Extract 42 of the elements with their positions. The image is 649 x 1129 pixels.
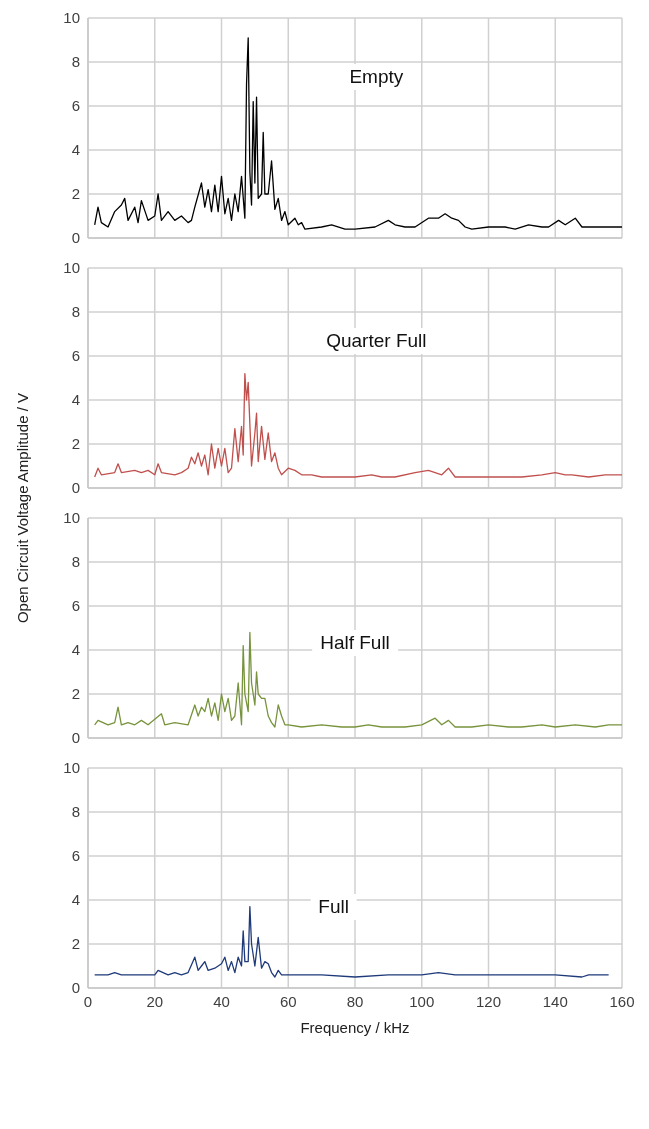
y-tick-label: 2 <box>71 935 80 953</box>
y-tick-label: 10 <box>63 259 80 277</box>
y-tick-label: 10 <box>63 509 80 527</box>
line-series <box>94 37 622 230</box>
y-tick-label: 6 <box>71 347 80 365</box>
y-tick-label: 4 <box>71 891 80 909</box>
y-tick-label: 2 <box>71 435 80 453</box>
x-tick-label: 80 <box>346 992 364 1010</box>
y-tick-label: 6 <box>71 597 80 615</box>
y-tick-label: 10 <box>63 9 80 27</box>
x-tick-label: 120 <box>475 992 502 1010</box>
y-tick-label: 0 <box>71 979 80 997</box>
y-tick-label: 2 <box>71 185 80 203</box>
y-tick-label: 10 <box>63 759 80 777</box>
y-tick-label: 6 <box>71 847 80 865</box>
annotation: Empty <box>341 64 412 91</box>
x-tick-label: 60 <box>279 992 297 1010</box>
x-tick-label: 100 <box>409 992 435 1010</box>
y-tick-label: 8 <box>71 553 80 571</box>
y-tick-label: 0 <box>71 729 80 747</box>
x-axis-title: Frequency / kHz <box>300 1018 410 1036</box>
line-series <box>94 631 622 728</box>
annotation: Half Full <box>312 630 398 657</box>
y-tick-label: 8 <box>71 303 80 321</box>
y-tick-label: 4 <box>71 141 80 159</box>
annotation: Quarter Full <box>318 327 435 354</box>
annotation: Full <box>310 893 357 920</box>
x-tick-label: 40 <box>213 992 230 1010</box>
y-tick-label: 8 <box>71 53 80 71</box>
x-tick-label: 160 <box>609 992 635 1010</box>
y-tick-label: 8 <box>71 803 80 821</box>
line-series <box>94 372 622 478</box>
y-tick-label: 4 <box>71 641 80 659</box>
y-tick-label: 0 <box>71 229 80 247</box>
y-tick-label: 2 <box>71 685 80 703</box>
x-tick-label: 20 <box>146 992 164 1010</box>
x-tick-label: 140 <box>542 992 568 1010</box>
y-tick-label: 6 <box>71 97 80 115</box>
y-axis-title: Open Circuit Voltage Amplitude / V <box>13 392 31 624</box>
y-tick-label: 0 <box>71 479 80 497</box>
x-tick-label: 0 <box>83 992 93 1010</box>
y-tick-label: 4 <box>71 391 80 409</box>
